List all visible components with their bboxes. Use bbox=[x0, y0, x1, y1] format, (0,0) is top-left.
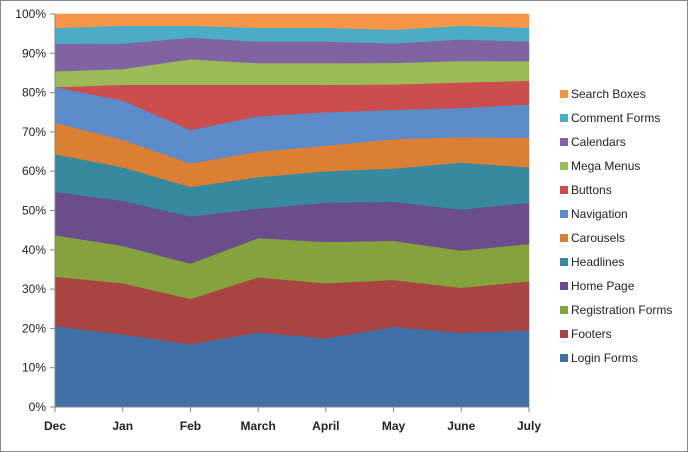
legend-swatch bbox=[560, 114, 568, 122]
x-tick-label: April bbox=[312, 419, 339, 433]
x-tick-label: June bbox=[447, 419, 475, 433]
x-tick-label: May bbox=[382, 419, 406, 433]
legend-item: Navigation bbox=[560, 207, 628, 221]
legend-label: Home Page bbox=[571, 279, 635, 293]
legend-swatch bbox=[560, 282, 568, 290]
y-tick-label: 70% bbox=[22, 125, 46, 139]
legend-swatch bbox=[560, 210, 568, 218]
area-login-forms bbox=[54, 325, 530, 408]
y-tick-label: 50% bbox=[22, 204, 46, 218]
legend-label: Footers bbox=[571, 327, 612, 341]
legend-label: Comment Forms bbox=[571, 111, 660, 125]
legend-label: Registration Forms bbox=[571, 303, 672, 317]
legend-item: Mega Menus bbox=[560, 159, 640, 173]
y-tick-label: 30% bbox=[22, 282, 46, 296]
y-tick-label: 10% bbox=[22, 361, 46, 375]
legend-item: Login Forms bbox=[560, 351, 638, 365]
legend-item: Comment Forms bbox=[560, 111, 660, 125]
legend-label: Buttons bbox=[571, 183, 612, 197]
x-tick-label: Dec bbox=[44, 419, 66, 433]
legend-swatch bbox=[560, 354, 568, 362]
legend-swatch bbox=[560, 258, 568, 266]
legend-swatch bbox=[560, 162, 568, 170]
legend-item: Carousels bbox=[560, 231, 625, 245]
legend-item: Calendars bbox=[560, 135, 626, 149]
legend-swatch bbox=[560, 306, 568, 314]
axes: 0% 10% 20% 30% 40% 50% 60% 70% 80% 90% 100% Dec Jan F… bbox=[15, 7, 541, 433]
legend-item: Buttons bbox=[560, 183, 612, 197]
y-tick-label: 20% bbox=[22, 321, 46, 335]
area-search-boxes bbox=[54, 13, 530, 30]
x-tick-label: March bbox=[240, 419, 275, 433]
legend-item: Registration Forms bbox=[560, 303, 672, 317]
legend: Search Boxes Comment Forms Calendars Mega M… bbox=[560, 87, 672, 365]
y-tick-label: 0% bbox=[29, 400, 47, 414]
legend-swatch bbox=[560, 90, 568, 98]
y-tick-label: 100% bbox=[15, 7, 46, 21]
legend-item: Home Page bbox=[560, 279, 635, 293]
legend-swatch bbox=[560, 138, 568, 146]
legend-label: Navigation bbox=[571, 207, 628, 221]
legend-label: Headlines bbox=[571, 255, 624, 269]
x-tick-label: July bbox=[517, 419, 541, 433]
legend-item: Search Boxes bbox=[560, 87, 646, 101]
y-tick-label: 60% bbox=[22, 164, 46, 178]
legend-label: Login Forms bbox=[571, 351, 638, 365]
legend-label: Mega Menus bbox=[571, 159, 640, 173]
series-areas bbox=[54, 13, 530, 408]
legend-swatch bbox=[560, 186, 568, 194]
y-tick-label: 40% bbox=[22, 243, 46, 257]
legend-item: Footers bbox=[560, 327, 612, 341]
legend-label: Search Boxes bbox=[571, 87, 646, 101]
x-tick-label: Feb bbox=[180, 419, 201, 433]
legend-label: Calendars bbox=[571, 135, 626, 149]
legend-swatch bbox=[560, 234, 568, 242]
x-tick-label: Jan bbox=[112, 419, 133, 433]
legend-swatch bbox=[560, 330, 568, 338]
y-tick-label: 80% bbox=[22, 86, 46, 100]
y-tick-label: 90% bbox=[22, 46, 46, 60]
legend-item: Headlines bbox=[560, 255, 624, 269]
legend-label: Carousels bbox=[571, 231, 625, 245]
